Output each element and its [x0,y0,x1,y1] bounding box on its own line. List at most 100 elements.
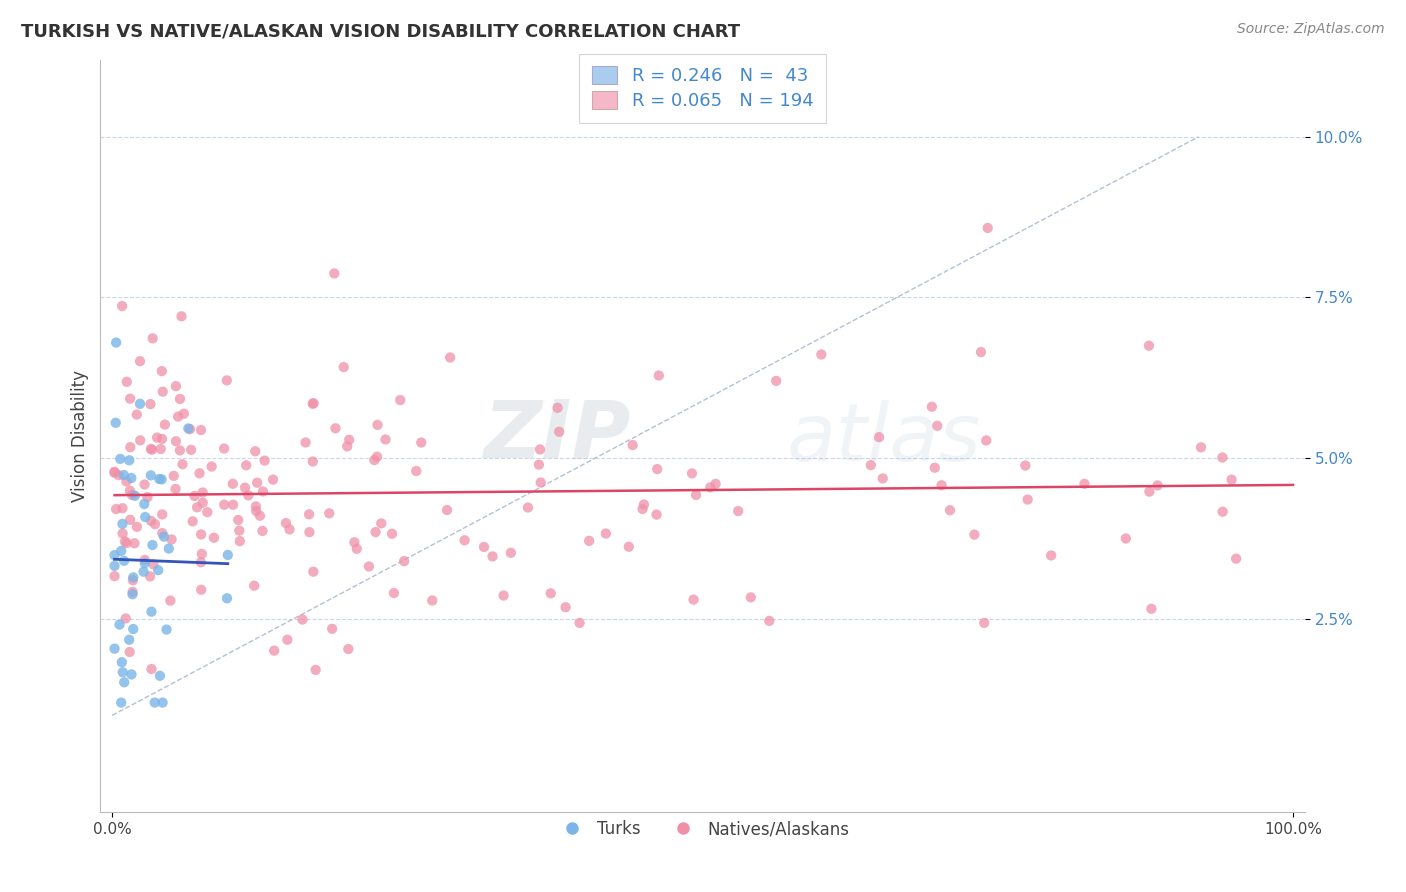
Point [179,422,201,436]
Point [148,472,170,486]
Point [170,310,193,324]
Point [188,467,211,481]
Point [364,525,387,540]
Point [970,345,993,359]
Point [963,527,986,541]
Point [318,506,340,520]
Point [139,442,162,456]
Point [699,480,721,494]
Point [253,453,276,467]
Point [110,451,132,466]
Point [191,485,214,500]
Point [118,483,141,498]
Point [405,464,427,478]
Point [436,503,458,517]
Point [112,468,135,483]
Point [366,450,388,464]
Point [301,454,323,468]
Point [238,488,260,502]
Point [229,534,252,549]
Point [481,549,503,564]
Point [103,569,125,583]
Point [392,554,415,568]
Point [150,364,173,378]
Point [215,373,238,387]
Point [111,665,134,680]
Point [108,617,131,632]
Point [633,498,655,512]
Point [159,593,181,607]
Point [1146,478,1168,492]
Point [931,478,953,492]
Point [115,375,138,389]
Point [302,396,325,410]
Point [939,503,962,517]
Point [492,589,515,603]
Point [134,477,156,491]
Point [1014,458,1036,473]
Point [121,488,143,502]
Point [645,462,668,476]
Point [212,498,235,512]
Point [540,586,562,600]
Point [160,533,183,547]
Point [105,502,128,516]
Text: atlas: atlas [787,401,981,478]
Point [152,696,174,710]
Point [681,467,703,481]
Point [411,435,433,450]
Point [146,431,169,445]
Point [298,508,321,522]
Point [152,384,174,399]
Point [134,497,156,511]
Point [115,536,138,550]
Point [129,434,152,448]
Point [595,526,617,541]
Point [142,331,165,345]
Point [149,442,172,456]
Point [190,582,212,597]
Point [1212,505,1234,519]
Point [226,513,249,527]
Point [114,611,136,625]
Point [103,641,125,656]
Point [974,434,997,448]
Point [246,475,269,490]
Point [336,439,359,453]
Point [165,379,187,393]
Point [924,460,946,475]
Point [1140,601,1163,615]
Point [111,516,134,531]
Point [374,433,396,447]
Point [191,547,214,561]
Text: ZIP: ZIP [482,397,630,475]
Point [167,409,190,424]
Point [122,570,145,584]
Point [124,536,146,550]
Point [301,397,323,411]
Point [103,465,125,479]
Point [195,505,218,519]
Point [321,622,343,636]
Point [134,510,156,524]
Point [121,667,143,681]
Point [190,555,212,569]
Point [274,516,297,530]
Point [165,434,187,449]
Point [111,299,134,313]
Point [215,591,238,606]
Point [740,591,762,605]
Point [120,471,142,485]
Point [249,508,271,523]
Point [252,524,274,538]
Point [685,488,707,502]
Point [1189,441,1212,455]
Point [141,538,163,552]
Point [381,526,404,541]
Point [104,416,127,430]
Point [343,535,366,549]
Point [120,513,142,527]
Point [704,476,727,491]
Point [927,418,949,433]
Point [233,481,256,495]
